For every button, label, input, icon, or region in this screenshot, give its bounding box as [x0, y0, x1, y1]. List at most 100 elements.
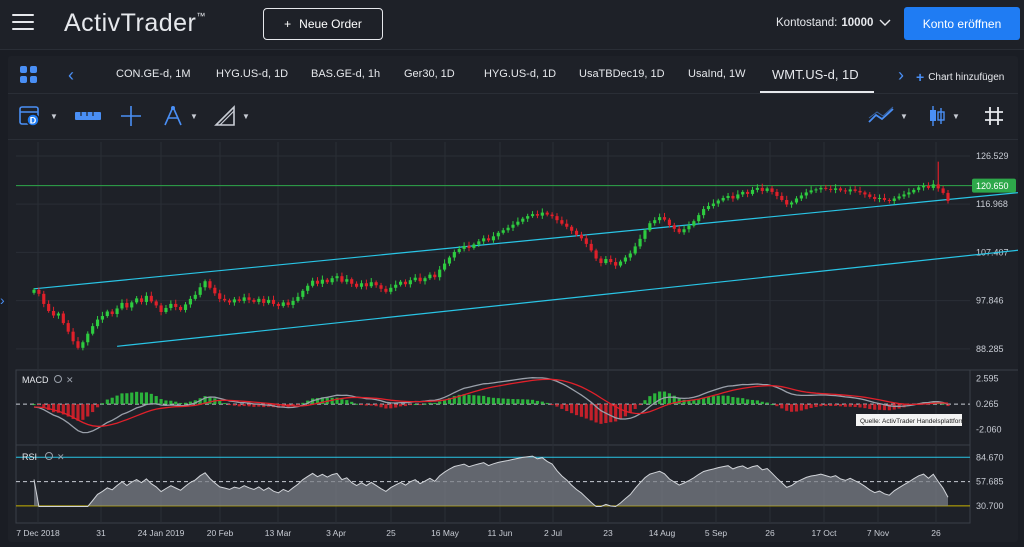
candle-body [931, 184, 935, 188]
candle-body [770, 188, 774, 192]
candle-body [159, 305, 163, 312]
candle-body [706, 206, 711, 210]
macd-histogram-bar [149, 393, 153, 405]
x-tick-label: 25 [386, 528, 396, 538]
indicators-tool[interactable]: ▼ [868, 104, 908, 128]
macd-histogram-bar [188, 401, 192, 405]
macd-histogram-bar [638, 404, 642, 406]
macd-histogram-bar [687, 400, 691, 405]
macd-settings-icon [54, 375, 62, 383]
x-tick-label: 23 [603, 528, 613, 538]
drawing-tool[interactable]: ▼ [162, 104, 198, 128]
tab-bas-ge[interactable]: BAS.GE-d, 1h [311, 68, 381, 80]
candle-body [902, 194, 906, 197]
candle-body [457, 248, 461, 252]
channel-lower-line [117, 249, 1024, 347]
date-range-tool[interactable]: D ▼ [18, 104, 58, 128]
balance-dropdown[interactable]: Kontostand: 10000 [776, 17, 893, 29]
candle-body [799, 195, 803, 199]
shapes-tool[interactable]: ▼ [214, 104, 250, 128]
side-expand-icon[interactable]: › [0, 292, 5, 308]
candle-body [335, 276, 339, 279]
candle-body [51, 310, 56, 316]
grid-toggle-tool[interactable] [984, 104, 1004, 128]
candle-body [486, 238, 491, 241]
macd-histogram-bar [721, 395, 725, 405]
candle-body [61, 313, 65, 324]
macd-histogram-bar [535, 400, 540, 405]
candlestick-chart[interactable]: 7 Dec 2018 31 24 Jan 2019 20 Feb 13 Mar 3 Apr… [8, 142, 1024, 542]
candle-body [521, 218, 525, 222]
candle-body [755, 187, 759, 190]
macd-histogram-bar [477, 395, 481, 405]
macd-histogram-bar [335, 397, 339, 405]
candle-body [105, 311, 109, 317]
logo[interactable]: ActivTrader™ [64, 9, 206, 37]
macd-histogram-bar [247, 404, 251, 407]
current-price-tag [972, 178, 1016, 193]
candle-body [355, 283, 359, 287]
rsi-settings-icon [45, 452, 53, 460]
macd-histogram-bar [139, 392, 144, 405]
candle-body [442, 263, 447, 270]
ruler-tool[interactable] [74, 104, 102, 128]
candle-body [887, 199, 891, 201]
candle-body [296, 296, 300, 301]
top-bar: ActivTrader™ + Neue Order Kontostand: 10… [0, 0, 1024, 50]
candle-body [570, 226, 574, 231]
hamburger-menu-icon[interactable] [12, 14, 34, 34]
macd-histogram-bar [829, 404, 833, 407]
crosshair-tool[interactable] [120, 104, 142, 128]
candle-body [232, 299, 236, 303]
candle-body [877, 197, 882, 199]
candle-body [452, 251, 456, 258]
candle-body [218, 293, 222, 299]
candle-body [56, 313, 61, 316]
candle-body [179, 306, 183, 310]
macd-histogram-bar [71, 404, 75, 419]
macd-histogram-bar [609, 404, 613, 423]
candle-body [628, 253, 632, 258]
candle-body [765, 188, 769, 191]
macd-histogram-bar [834, 404, 838, 406]
tab-hyg-us[interactable]: HYG.US-d, 1D [216, 68, 289, 80]
candle-body [198, 287, 202, 295]
macd-histogram-bar [486, 397, 491, 405]
candle-body [208, 281, 212, 288]
ruler-icon [75, 112, 101, 120]
chart-type-tool[interactable]: ▼ [928, 104, 960, 128]
chart-area[interactable]: 7 Dec 2018 31 24 Jan 2019 20 Feb 13 Mar 3 Apr… [8, 142, 1024, 542]
candle-body [506, 227, 510, 231]
candle-body [604, 259, 608, 264]
candle-body [120, 302, 124, 309]
tab-hyg-us-2[interactable]: HYG.US-d, 1D [484, 68, 557, 80]
candle-body [550, 214, 554, 217]
macd-histogram-bar [887, 404, 891, 411]
candle-body [697, 215, 701, 222]
candle-body [37, 289, 41, 294]
macd-histogram-bar [697, 399, 701, 405]
macd-histogram-bar [755, 400, 759, 405]
tab-wmt-us[interactable]: WMT.US-d, 1D [772, 67, 859, 82]
macd-histogram-bar [433, 402, 437, 405]
new-order-button[interactable]: + Neue Order [263, 8, 383, 40]
macd-histogram-bar [853, 404, 857, 408]
tab-usatbdec19[interactable]: UsaTBDec19, 1D [579, 68, 665, 80]
macd-histogram-bar [369, 404, 373, 406]
layout-grid-icon[interactable] [20, 66, 37, 83]
tab-usaind[interactable]: UsaInd, 1W [688, 68, 746, 80]
tab-con-ge[interactable]: CON.GE-d, 1M [116, 68, 191, 80]
macd-histogram-bar [76, 404, 80, 421]
candle-body [188, 298, 192, 305]
macd-histogram-bar [794, 404, 799, 412]
add-chart-button[interactable]: + Chart hinzufügen [916, 69, 1005, 85]
indicator-line-icon [868, 106, 894, 123]
candle-body [824, 187, 828, 189]
chevron-left-icon[interactable]: ‹ [68, 65, 74, 85]
candle-body [81, 342, 85, 348]
chevron-right-icon[interactable]: › [898, 65, 904, 85]
tab-ger30[interactable]: Ger30, 1D [404, 68, 455, 80]
open-account-button[interactable]: Konto eröffnen [904, 7, 1020, 40]
candle-body [193, 294, 197, 299]
macd-histogram-bar [418, 404, 422, 406]
